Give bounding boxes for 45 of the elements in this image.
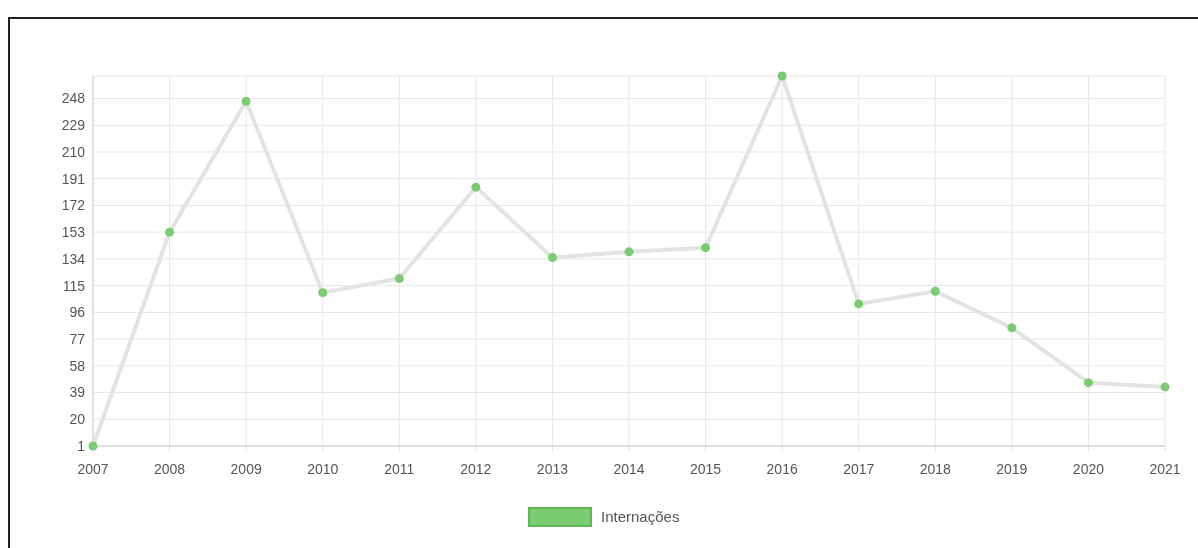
x-tick-label: 2008: [153, 461, 186, 477]
x-tick-label: 2019: [996, 461, 1028, 477]
y-tick-label: 191: [61, 170, 86, 187]
y-tick-label: 96: [69, 304, 86, 321]
point: [930, 286, 940, 296]
x-tick-label: 2018: [919, 461, 952, 477]
point: [394, 274, 404, 284]
x-tick-label: 2009: [230, 461, 262, 477]
y-tick-label: 58: [69, 357, 86, 374]
point: [624, 247, 634, 257]
x-tick-label: 2007: [77, 461, 109, 477]
x-tick-label: 2021: [1149, 461, 1181, 477]
y-tick-label: 172: [61, 197, 86, 214]
point: [88, 441, 98, 451]
x-tick-label: 2020: [1072, 461, 1105, 477]
x-tick-label: 2015: [689, 461, 722, 477]
point: [1160, 382, 1170, 392]
x-tick-label: 2016: [766, 461, 798, 477]
y-tick-label: 248: [61, 90, 86, 107]
point: [547, 252, 557, 262]
y-tick-label: 229: [61, 117, 86, 134]
x-tick-label: 2012: [460, 461, 492, 477]
point: [318, 288, 328, 298]
point: [241, 96, 251, 106]
point: [165, 227, 175, 237]
point: [701, 243, 711, 253]
y-tick-label: 210: [61, 143, 86, 160]
x-tick-label: 2010: [307, 461, 339, 477]
point: [854, 299, 864, 309]
y-tick-label: 115: [62, 277, 86, 294]
y-tick-label: 77: [69, 330, 86, 347]
x-tick-label: 2013: [536, 461, 569, 477]
point: [1007, 323, 1017, 333]
point: [1083, 378, 1093, 388]
y-tick-label: 39: [69, 384, 86, 401]
y-tick-label: 153: [61, 224, 86, 241]
x-tick-label: 2017: [843, 461, 875, 477]
point: [471, 182, 481, 192]
legend-label: Internações: [601, 508, 680, 526]
y-tick-label: 134: [61, 250, 86, 267]
point: [777, 71, 787, 81]
y-tick-label: 20: [69, 411, 86, 428]
x-tick-label: 2014: [613, 461, 645, 477]
x-tick-label: 2011: [384, 461, 415, 477]
y-tick-label: 1: [77, 437, 86, 454]
